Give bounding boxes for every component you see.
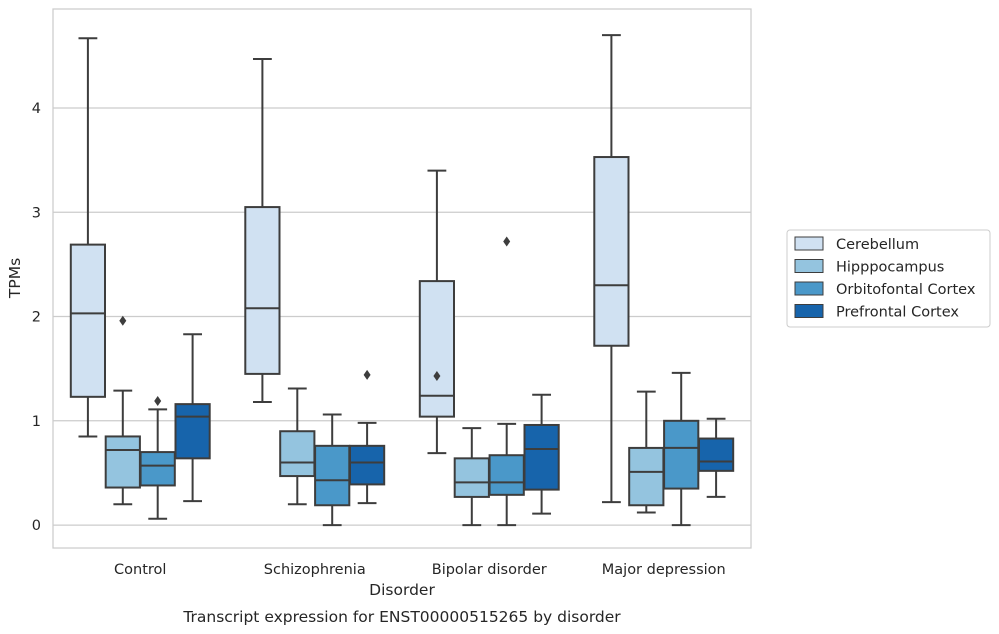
box-bipolar-disorder [523,393,560,515]
x-axis-label: Disorder [369,581,435,599]
x-tick-labels: Control Schizophrenia Bipolar disorder Majo… [114,562,726,578]
box-bipolar-disorder [453,427,490,527]
outlier-marker [154,396,162,406]
box-control [104,315,141,506]
iqr-box [663,419,700,490]
legend-label: Hipppocampus [836,260,944,276]
iqr-box [488,454,525,496]
legend-swatch [794,304,824,318]
box-bipolar-disorder [418,169,456,455]
legend-label: Cerebellum [836,237,919,253]
legend: Cerebellum Hipppocampus Orbitofontal Corte… [786,229,991,328]
box-control [174,333,211,503]
y-gridlines [53,107,751,526]
y-tick-label: 3 [32,205,41,221]
iqr-box [314,444,351,507]
iqr-box [523,423,560,491]
legend-swatch [794,281,824,296]
box-control [139,396,176,520]
iqr-box [697,437,735,472]
series-prefrontal-cortex [174,333,735,515]
legend-swatch [794,236,824,251]
iqr-box [279,430,316,478]
box-schizophrenia [348,369,386,505]
box-groups [69,34,735,527]
iqr-box [418,280,456,418]
series-cerebellum [69,34,630,504]
iqr-box [593,156,630,347]
y-tick-label: 0 [32,518,41,534]
iqr-box [628,446,665,507]
box-major-depression [697,417,735,498]
x-tick-label: Schizophrenia [264,562,366,578]
outlier-marker [119,315,127,326]
box-schizophrenia [244,58,281,404]
box-major-depression [593,34,630,504]
outlier-marker [363,369,371,380]
legend-swatch [794,259,824,273]
box-bipolar-disorder [488,236,525,527]
iqr-box [453,457,490,498]
series-orbitofontal-cortex [139,236,700,527]
iqr-box [348,444,386,486]
y-tick-label: 4 [32,101,41,117]
chart-caption: Transcript expression for ENST0000051526… [182,608,621,626]
y-tick-label: 2 [32,310,41,326]
legend-frame [786,229,991,328]
box-major-depression [663,371,700,527]
iqr-box [174,403,211,460]
iqr-box [139,451,176,487]
iqr-box [244,206,281,375]
outlier-marker [433,370,441,381]
x-tick-label: Control [114,562,166,578]
legend-label: Prefrontal Cortex [836,305,959,321]
iqr-box [104,435,141,489]
y-tick-labels: 0 1 2 3 4 [32,101,41,534]
box-control [69,37,107,438]
outlier-marker [503,236,511,247]
iqr-box [69,243,107,398]
x-tick-label: Bipolar disorder [432,562,547,578]
plot-frame [52,8,752,549]
legend-label: Orbitofontal Cortex [836,282,976,298]
x-tick-label: Major depression [602,562,726,578]
y-tick-label: 1 [32,414,41,430]
y-axis-label: TPMs [6,258,24,299]
box-schizophrenia [279,387,316,506]
